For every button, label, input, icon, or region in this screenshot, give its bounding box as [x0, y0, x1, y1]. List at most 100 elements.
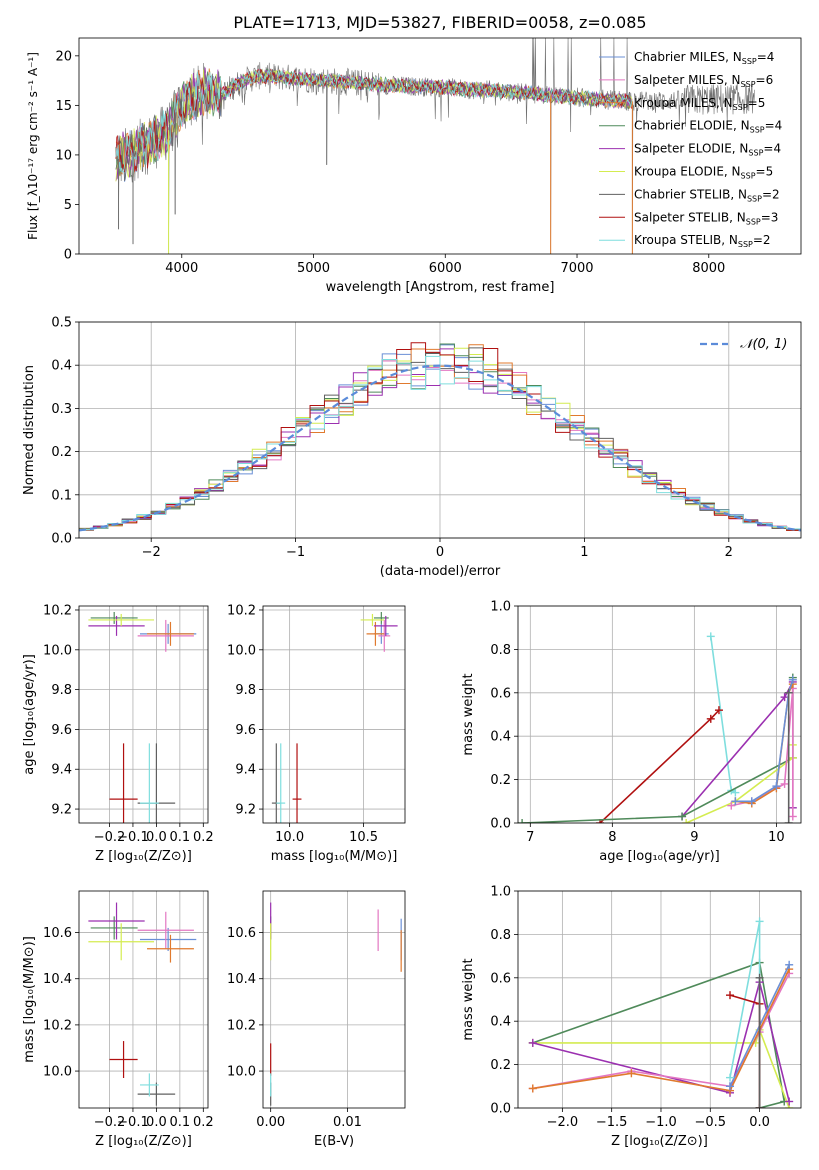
x-tick-label: 0.2 — [193, 830, 214, 845]
y-axis-label: mass [log₁₀(M/M⊙)] — [22, 936, 37, 1063]
x-tick-label: −0.2 — [94, 830, 126, 845]
axes-frame — [78, 605, 209, 824]
data-point-salpeter-stelib — [292, 743, 302, 823]
data-point-kroupa-miles — [147, 934, 194, 963]
data-point-salpeter-stelib — [109, 1041, 138, 1078]
y-tick-label: 10.0 — [227, 1065, 256, 1080]
legend-entry: Salpeter ELODIE, NSSP=4 — [634, 142, 781, 158]
y-tick-label: 9.2 — [235, 803, 256, 818]
model-spectrum-kroupa-stelib — [115, 69, 633, 178]
legend-value: =2 — [762, 187, 780, 201]
x-tick-label: −1.0 — [645, 1115, 677, 1130]
y-axis-label: Normed distribution — [22, 365, 37, 495]
plot-area — [270, 902, 402, 1106]
y-tick-label: 9.6 — [51, 723, 72, 738]
weight-marker — [788, 812, 797, 821]
histogram-kroupa-stelib — [79, 355, 801, 531]
x-tick-label: 8000 — [692, 261, 725, 276]
plot-area — [88, 611, 197, 823]
y-tick-label: 10 — [55, 148, 72, 163]
y-tick-label: 10.0 — [43, 1065, 72, 1080]
weight-marker — [528, 1084, 537, 1093]
x-tick-label: 10.5 — [349, 830, 378, 845]
legend-entry: Salpeter STELIB, NSSP=3 — [634, 210, 778, 226]
histogram-chabrier-elodie — [79, 343, 801, 531]
plot-area — [528, 917, 794, 1108]
weight-marker — [682, 819, 691, 823]
x-tick-label: 5000 — [297, 261, 330, 276]
weight-marker — [784, 688, 793, 697]
legend-subscript: SSP — [747, 194, 762, 203]
panel-mass_vs_Z: −0.2−0.10.0 0.1 0.2 10.0 10.2 10.4 10.6 Z [log₁… — [22, 890, 214, 1149]
x-tick-label: −0.1 — [117, 1115, 149, 1130]
y-tick-label: 10.2 — [227, 1018, 256, 1033]
weight-marker — [785, 960, 794, 969]
data-point-kroupa-miles — [147, 621, 194, 646]
y-tick-label: 0.2 — [51, 445, 72, 460]
data-point-salpeter-miles — [137, 911, 194, 949]
x-tick-label: 0.1 — [170, 1115, 191, 1130]
y-tick-label: 20 — [55, 49, 72, 64]
y-tick-label: 10.0 — [227, 643, 256, 658]
legend-value: =5 — [756, 165, 774, 179]
y-tick-label: 0.6 — [490, 686, 511, 701]
x-tick-label: −0.2 — [94, 1115, 126, 1130]
data-point-chabrier-elodie — [373, 611, 389, 624]
legend-entry: Kroupa STELIB, NSSP=2 — [634, 233, 771, 249]
data-point-chabrier-stelib — [137, 1082, 176, 1106]
data-point-salpeter-miles — [137, 619, 194, 652]
weight-marker — [528, 1038, 537, 1047]
x-tick-label: 7 — [526, 830, 534, 845]
weight-marker — [706, 714, 715, 723]
x-tick-label: 10 — [768, 830, 785, 845]
axes-frame — [517, 605, 802, 824]
y-tick-label: 10.2 — [43, 1018, 72, 1033]
x-tick-label: 7000 — [560, 261, 593, 276]
legend-subscript: SSP — [750, 126, 765, 135]
x-axis-label: mass [log₁₀(M/M⊙)] — [271, 849, 398, 864]
x-axis-label: (data-model)/error — [380, 564, 501, 579]
x-tick-label: −2.0 — [547, 1115, 579, 1130]
x-axis-label: Z [log₁₀(Z/Z⊙)] — [95, 849, 192, 864]
y-axis-label: mass weight — [461, 958, 476, 1040]
x-axis-label: E(B-V) — [314, 1134, 354, 1149]
weight-marker — [780, 693, 789, 702]
y-tick-label: 0 — [64, 248, 72, 263]
histogram-salpeter-stelib — [79, 342, 801, 531]
legend-subscript: SSP — [748, 149, 763, 158]
y-tick-label: 9.8 — [51, 683, 72, 698]
legend-value: =6 — [756, 73, 774, 87]
weight-marker — [755, 973, 764, 982]
panel-spectrum: 4000 5000 6000 7000 8000 0 5 10 15 20 wavelength [… — [26, 37, 802, 295]
x-tick-label: −0.1 — [117, 830, 149, 845]
figure-title: PLATE=1713, MJD=53827, FIBERID=0058, z=0… — [233, 13, 646, 32]
data-point-salpeter-elodie — [373, 615, 398, 636]
x-tick-label: −2 — [142, 545, 161, 560]
data-point-kroupa-stelib — [276, 743, 286, 823]
y-tick-label: 15 — [55, 99, 72, 114]
x-axis-label: Z [log₁₀(Z/Z⊙)] — [95, 1134, 192, 1149]
axes-frame — [78, 37, 802, 255]
y-tick-label: 0.5 — [51, 316, 72, 331]
weight-marker — [785, 1097, 794, 1106]
y-tick-label: 0.8 — [490, 928, 511, 943]
x-tick-label: 10.0 — [275, 830, 304, 845]
y-tick-label: 0.4 — [490, 730, 511, 745]
x-tick-label: 0 — [436, 545, 444, 560]
data-point-kroupa-elodie — [360, 613, 385, 626]
y-axis-label: age [log₁₀(age/yr)] — [22, 654, 37, 775]
weight-marker — [518, 819, 527, 823]
legend-subscript: SSP — [733, 103, 748, 112]
legend-entry: Chabrier ELODIE, NSSP=4 — [634, 119, 782, 135]
y-tick-label: 10.6 — [43, 926, 72, 941]
weight-marker — [755, 1104, 764, 1108]
weight-marker — [726, 1082, 735, 1091]
x-tick-label: 6000 — [429, 261, 462, 276]
legend-subscript: SSP — [738, 240, 753, 249]
legend-value: =4 — [763, 142, 781, 156]
data-point-chabrier-elodie — [90, 916, 138, 940]
y-tick-label: 0.8 — [490, 643, 511, 658]
weight-marker — [731, 797, 740, 806]
legend-value: =4 — [757, 50, 775, 64]
